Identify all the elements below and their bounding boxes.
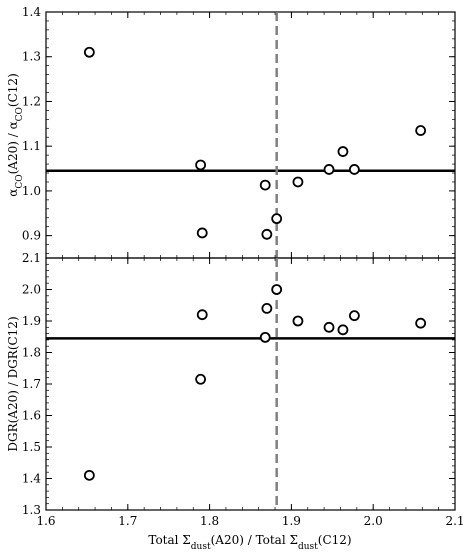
y-tick-label: 1.3 [22,503,41,517]
top-panel: 0.9 1.0 1.1 1.2 1.3 1.4 [22,5,456,259]
data-point [323,164,335,175]
x-tick-label: 1.9 [282,514,301,528]
data-point [195,159,207,171]
data-point [196,227,208,239]
y-tick-label: 1.6 [22,409,41,423]
data-point [323,321,335,333]
y-tick-label: 0.9 [22,229,41,243]
y-tick-label: 1.8 [22,346,41,360]
data-point [196,309,208,321]
data-point [261,302,273,314]
y-tick-label: 1.7 [22,377,41,391]
y-tick-label: 1.5 [22,440,41,454]
bottom-panel: 1.3 1.4 1.5 1.6 1.7 1.8 1.9 2.0 2.1 1.6 1.7 1.8 1.9 2… [22,251,465,528]
data-point [83,46,95,58]
x-tick-label: 1.7 [118,514,137,528]
x-tick-label: 1.6 [36,514,55,528]
data-point [292,315,304,327]
bottom-y-axis-title: DGR(A20) / DGR(C12) [6,316,20,451]
y-tick-label: 1.1 [22,139,41,153]
data-point [292,176,304,188]
y-tick-label: 2.0 [22,283,41,297]
data-point [348,164,360,175]
plot-frame [45,11,456,259]
y-tick-label: 1.9 [22,314,41,328]
data-point [337,324,349,336]
x-tick-label: 2.0 [364,514,383,528]
data-point [337,146,349,157]
data-point [271,213,283,225]
data-point [259,179,271,191]
data-point [415,317,427,329]
data-point [261,228,273,240]
data-point [195,373,207,385]
x-tick-label: 2.1 [445,514,464,528]
data-point [348,310,360,322]
data-point [83,469,95,481]
y-tick-label: 1.0 [22,184,41,198]
data-point [271,284,283,295]
y-tick-label: 2.1 [22,251,41,265]
x-axis-title: Total Σdust(A20) / Total Σdust(C12) [148,533,351,552]
y-tick-label: 1.3 [22,50,41,64]
data-point [259,331,271,343]
y-tick-label: 1.4 [22,5,41,19]
y-tick-label: 1.2 [22,94,41,108]
data-point [415,125,427,136]
plot-frame [45,257,456,511]
top-y-axis-title: αCO(A20) / αCO(C12) [6,73,25,197]
x-tick-label: 1.8 [200,514,219,528]
axis-titles: αCO(A20) / αCO(C12) DGR(A20) / DGR(C12) To… [6,73,352,552]
y-tick-label: 1.4 [22,472,41,486]
